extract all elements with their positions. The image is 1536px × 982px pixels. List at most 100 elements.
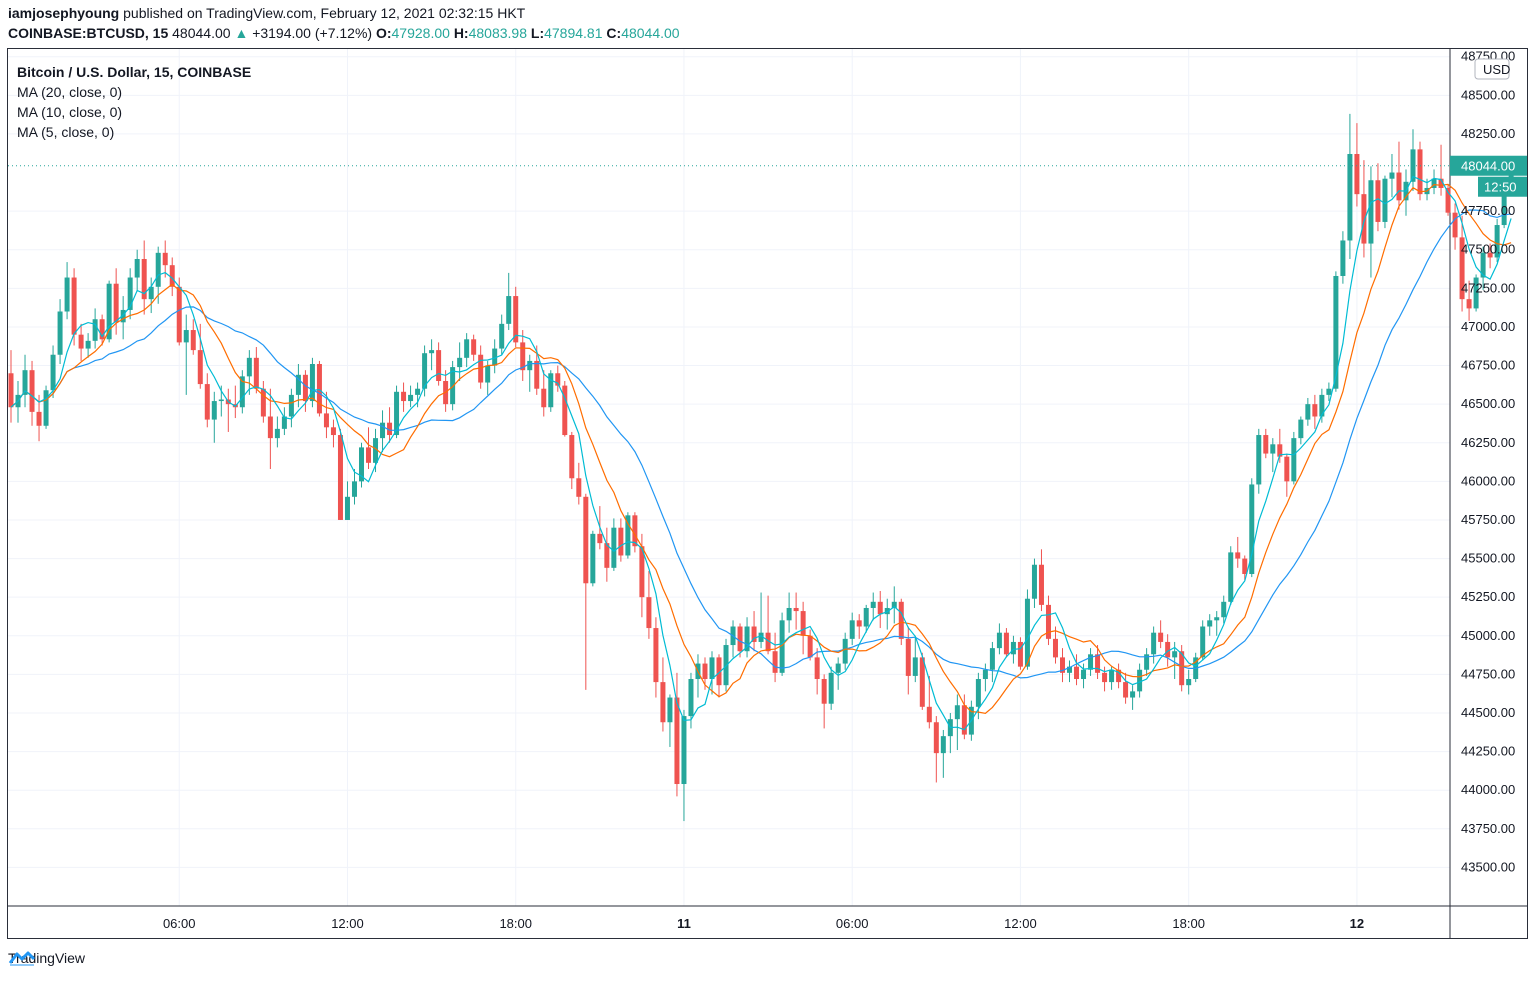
candle[interactable] — [625, 512, 631, 559]
candle[interactable] — [366, 427, 372, 470]
candle[interactable] — [1060, 648, 1065, 683]
candle[interactable] — [919, 652, 925, 710]
candle[interactable] — [1130, 685, 1136, 710]
candle[interactable] — [408, 385, 414, 408]
candle[interactable] — [744, 617, 750, 658]
chart-panel[interactable]: 43500.00 43750.00 44000.00 44250.00 44500.00… — [7, 48, 1528, 939]
candle[interactable] — [1410, 129, 1416, 192]
candle[interactable] — [176, 277, 182, 346]
candle[interactable] — [1123, 672, 1129, 704]
candle[interactable] — [1298, 416, 1304, 445]
candle[interactable] — [975, 672, 981, 720]
candle[interactable] — [1333, 271, 1339, 392]
candle[interactable] — [134, 249, 140, 292]
candle[interactable] — [225, 388, 231, 432]
candle[interactable] — [246, 350, 252, 395]
candle[interactable] — [1452, 203, 1458, 250]
candle[interactable] — [905, 626, 911, 695]
candle[interactable] — [323, 391, 329, 439]
candle[interactable] — [492, 339, 498, 374]
candle[interactable] — [1431, 169, 1437, 195]
candle[interactable] — [1235, 536, 1241, 568]
candle[interactable] — [106, 280, 112, 343]
candle[interactable] — [1319, 388, 1325, 423]
candle[interactable] — [253, 347, 259, 394]
candle[interactable] — [667, 694, 673, 747]
candle[interactable] — [1473, 274, 1479, 312]
candle[interactable] — [1221, 595, 1227, 624]
candle[interactable] — [380, 410, 386, 453]
candle[interactable] — [1242, 555, 1248, 581]
candle[interactable] — [1102, 666, 1108, 692]
candle[interactable] — [1375, 163, 1381, 232]
candle[interactable] — [940, 729, 946, 778]
candle[interactable] — [1088, 648, 1094, 676]
candle[interactable] — [947, 712, 953, 754]
candle[interactable] — [1095, 645, 1101, 680]
candle[interactable] — [961, 694, 967, 740]
candle[interactable] — [1347, 113, 1353, 260]
candle[interactable] — [204, 373, 210, 428]
candle[interactable] — [120, 296, 126, 340]
candle[interactable] — [527, 354, 533, 392]
candle[interactable] — [351, 469, 357, 505]
candle[interactable] — [1144, 648, 1150, 676]
candle[interactable] — [709, 651, 715, 695]
candle[interactable] — [1305, 397, 1311, 426]
candle[interactable] — [99, 314, 105, 346]
candle[interactable] — [618, 518, 624, 562]
candle[interactable] — [1003, 628, 1009, 658]
candle[interactable] — [302, 370, 308, 412]
candle[interactable] — [1200, 620, 1206, 661]
candle[interactable] — [513, 286, 519, 348]
candle[interactable] — [758, 592, 764, 649]
candle[interactable] — [64, 262, 70, 320]
candle[interactable] — [260, 380, 266, 423]
candle[interactable] — [1354, 123, 1360, 207]
candle[interactable] — [1017, 637, 1023, 670]
candle[interactable] — [821, 674, 827, 729]
candle[interactable] — [197, 323, 203, 389]
candle[interactable] — [842, 632, 848, 670]
candle[interactable] — [835, 657, 841, 690]
footer-brand[interactable]: TradingView — [8, 950, 85, 966]
currency-badge[interactable]: USD — [1474, 58, 1510, 80]
candle[interactable] — [870, 592, 876, 621]
candle[interactable] — [471, 334, 477, 361]
candle[interactable] — [288, 388, 294, 428]
candle[interactable] — [429, 339, 435, 371]
candle[interactable] — [912, 635, 918, 683]
candle[interactable] — [1263, 428, 1269, 459]
legend-ma10[interactable]: MA (10, close, 0) — [17, 104, 123, 120]
candle[interactable] — [1417, 141, 1423, 201]
candle[interactable] — [1403, 169, 1409, 216]
candle[interactable] — [1326, 382, 1332, 402]
candle[interactable] — [141, 240, 147, 315]
candle[interactable] — [1382, 175, 1388, 229]
candle[interactable] — [555, 365, 561, 392]
candle[interactable] — [436, 342, 442, 386]
candle[interactable] — [1045, 595, 1051, 646]
candle[interactable] — [1038, 549, 1044, 612]
candle[interactable] — [1466, 280, 1472, 321]
candle[interactable] — [1228, 546, 1234, 605]
candle[interactable] — [828, 666, 834, 710]
candle[interactable] — [239, 370, 245, 414]
candle[interactable] — [1277, 428, 1283, 463]
time-axis[interactable]: 06:00 12:00 18:00 11 06:00 12:00 18:00 12 — [163, 916, 1364, 931]
candle[interactable] — [169, 257, 175, 297]
candle[interactable] — [681, 709, 687, 822]
candle[interactable] — [1179, 645, 1185, 692]
candle[interactable] — [1249, 478, 1255, 578]
candle[interactable] — [478, 345, 484, 389]
candle[interactable] — [660, 657, 666, 732]
candle[interactable] — [337, 428, 343, 520]
candle[interactable] — [1389, 154, 1395, 198]
candle[interactable] — [1214, 611, 1220, 636]
candle[interactable] — [604, 527, 610, 582]
legend-ma20[interactable]: MA (20, close, 0) — [17, 84, 123, 100]
candle[interactable] — [1487, 243, 1493, 269]
candle[interactable] — [1459, 215, 1465, 312]
candle[interactable] — [793, 592, 799, 630]
candle[interactable] — [576, 462, 582, 505]
